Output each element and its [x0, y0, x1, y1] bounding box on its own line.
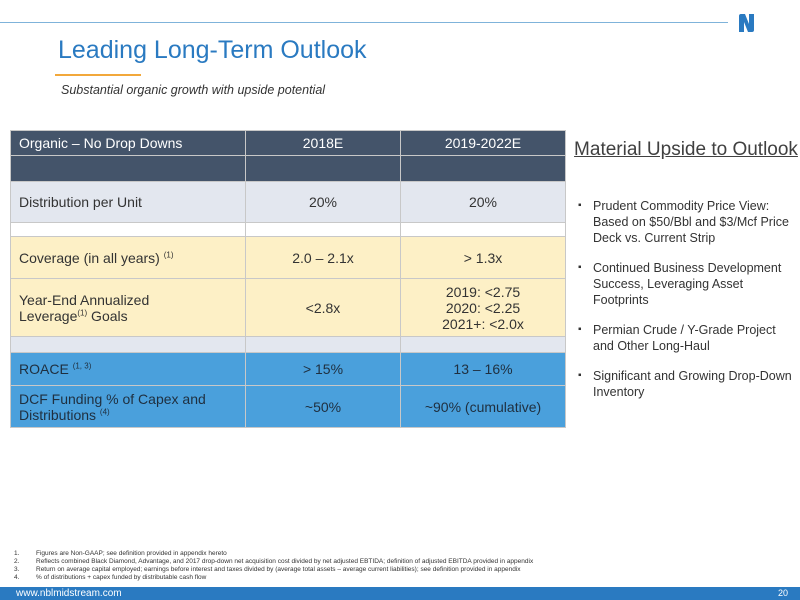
list-item: ▪ Continued Business Development Success,… — [578, 261, 782, 307]
square-bullet-icon: ▪ — [578, 200, 582, 211]
cell-2018e: 2.0 – 2.1x — [245, 236, 401, 279]
row-label: ROACE (1, 3) — [10, 352, 246, 386]
column-header: 2019-2022E — [400, 130, 566, 156]
cell-2019-2022e: ~90% (cumulative) — [400, 385, 566, 428]
footnote: 1. Figures are Non-GAAP; see definition p… — [14, 550, 227, 557]
sidebar-title: Material Upside to Outlook — [574, 139, 798, 160]
cell-2019-2022e: 13 – 16% — [400, 352, 566, 386]
square-bullet-icon: ▪ — [578, 262, 582, 273]
footer-bar: www.nblmidstream.com 20 — [0, 587, 800, 600]
cell-2019-2022e: > 1.3x — [400, 236, 566, 279]
cell-2019-2022e: 20% — [400, 181, 566, 223]
cell-2019-2022e: 2019: <2.75 2020: <2.25 2021+: <2.0x — [400, 278, 566, 337]
table-row: Year-End Annualized Leverage(1) Goals <2.… — [10, 278, 566, 337]
table-row: Coverage (in all years) (1) 2.0 – 2.1x >… — [10, 236, 566, 279]
table-header-row: Organic – No Drop Downs 2018E 2019-2022E — [10, 130, 566, 156]
table-row: ROACE (1, 3) > 15% 13 – 16% — [10, 352, 566, 386]
footnote: 3. Return on average capital employed; ea… — [14, 566, 521, 573]
cell-2018e: ~50% — [245, 385, 401, 428]
page-number: 20 — [777, 588, 788, 598]
row-label: Distribution per Unit — [10, 181, 246, 223]
sidebar-bullet-list: ▪ Prudent Commodity Price View: Based on … — [578, 198, 800, 414]
list-item: ▪ Prudent Commodity Price View: Based on … — [578, 199, 789, 245]
list-item: ▪ Significant and Growing Drop-Down Inven… — [578, 369, 792, 399]
row-label: Year-End Annualized Leverage(1) Goals — [10, 278, 246, 337]
nbl-logo-icon — [739, 14, 754, 32]
column-header: 2018E — [245, 130, 401, 156]
list-item: ▪ Permian Crude / Y-Grade Project and Oth… — [578, 323, 776, 353]
table-row: Distribution per Unit 20% 20% — [10, 181, 566, 223]
footnote: 2. Reflects combined Black Diamond, Advan… — [14, 558, 534, 565]
outlook-table: Organic – No Drop Downs 2018E 2019-2022E… — [10, 130, 566, 428]
cell-2018e: <2.8x — [245, 278, 401, 337]
table-spacer-row — [10, 155, 566, 182]
page-title: Leading Long-Term Outlook — [58, 36, 367, 64]
page-subtitle: Substantial organic growth with upside p… — [61, 83, 326, 97]
row-label: DCF Funding % of Capex and Distributions … — [10, 385, 246, 428]
table-row: DCF Funding % of Capex and Distributions … — [10, 385, 566, 428]
footnotes: 1. Figures are Non-GAAP; see definition p… — [14, 550, 533, 582]
cell-2018e: > 15% — [245, 352, 401, 386]
column-header: Organic – No Drop Downs — [10, 130, 246, 156]
square-bullet-icon: ▪ — [578, 370, 582, 381]
table-spacer-row — [10, 222, 566, 237]
header-rule — [0, 22, 728, 23]
row-label: Coverage (in all years) (1) — [10, 236, 246, 279]
footer-url-link[interactable]: www.nblmidstream.com — [16, 588, 122, 599]
title-underline — [55, 74, 141, 76]
table-spacer-row — [10, 336, 566, 353]
footnote: 4.% of distributions + capex funded by d… — [14, 574, 207, 581]
cell-2018e: 20% — [245, 181, 401, 223]
square-bullet-icon: ▪ — [578, 324, 582, 335]
